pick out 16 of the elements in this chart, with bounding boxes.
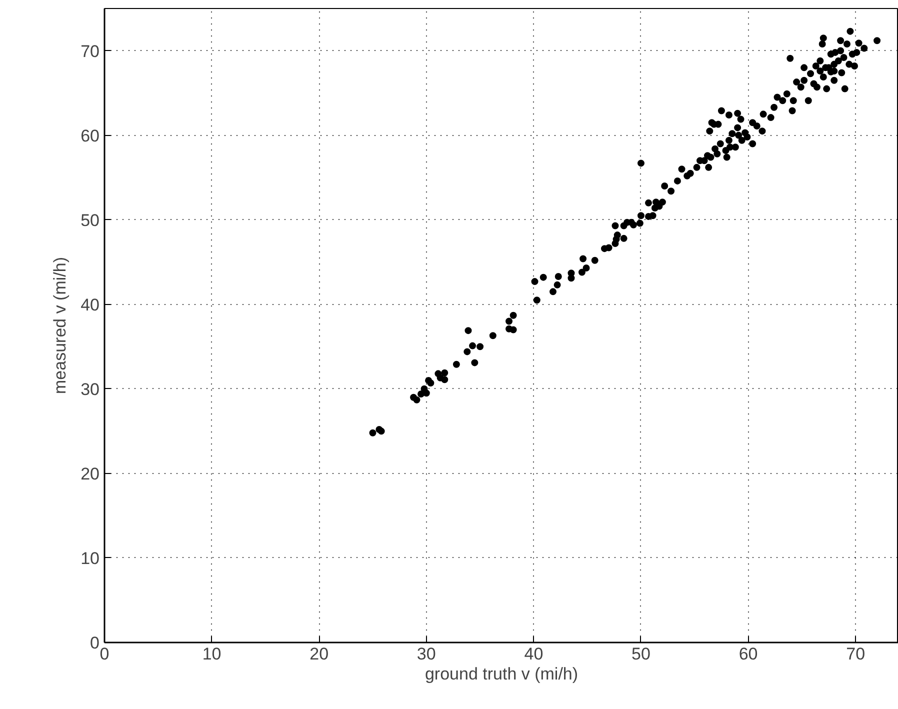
y-tick-label: 10 [80, 548, 100, 568]
x-tick-label: 40 [524, 644, 544, 664]
y-tick-label: 30 [80, 380, 100, 399]
y-tick-label: 60 [80, 126, 100, 146]
y-tick-label: 40 [80, 295, 100, 314]
x-tick-label: 60 [738, 644, 758, 664]
y-tick-label: 70 [80, 42, 100, 61]
x-tick-label: 10 [202, 644, 222, 664]
y-axis-title: measured v (mi/h) [50, 257, 70, 394]
x-tick-label: 20 [310, 644, 329, 664]
y-tick-label: 20 [80, 464, 100, 484]
x-tick-label: 70 [846, 644, 866, 664]
y-tick-label: 50 [80, 210, 100, 230]
x-axis-title: ground truth v (mi/h) [424, 664, 578, 684]
x-tick-label: 30 [416, 644, 436, 664]
x-tick-label: 50 [632, 644, 650, 664]
